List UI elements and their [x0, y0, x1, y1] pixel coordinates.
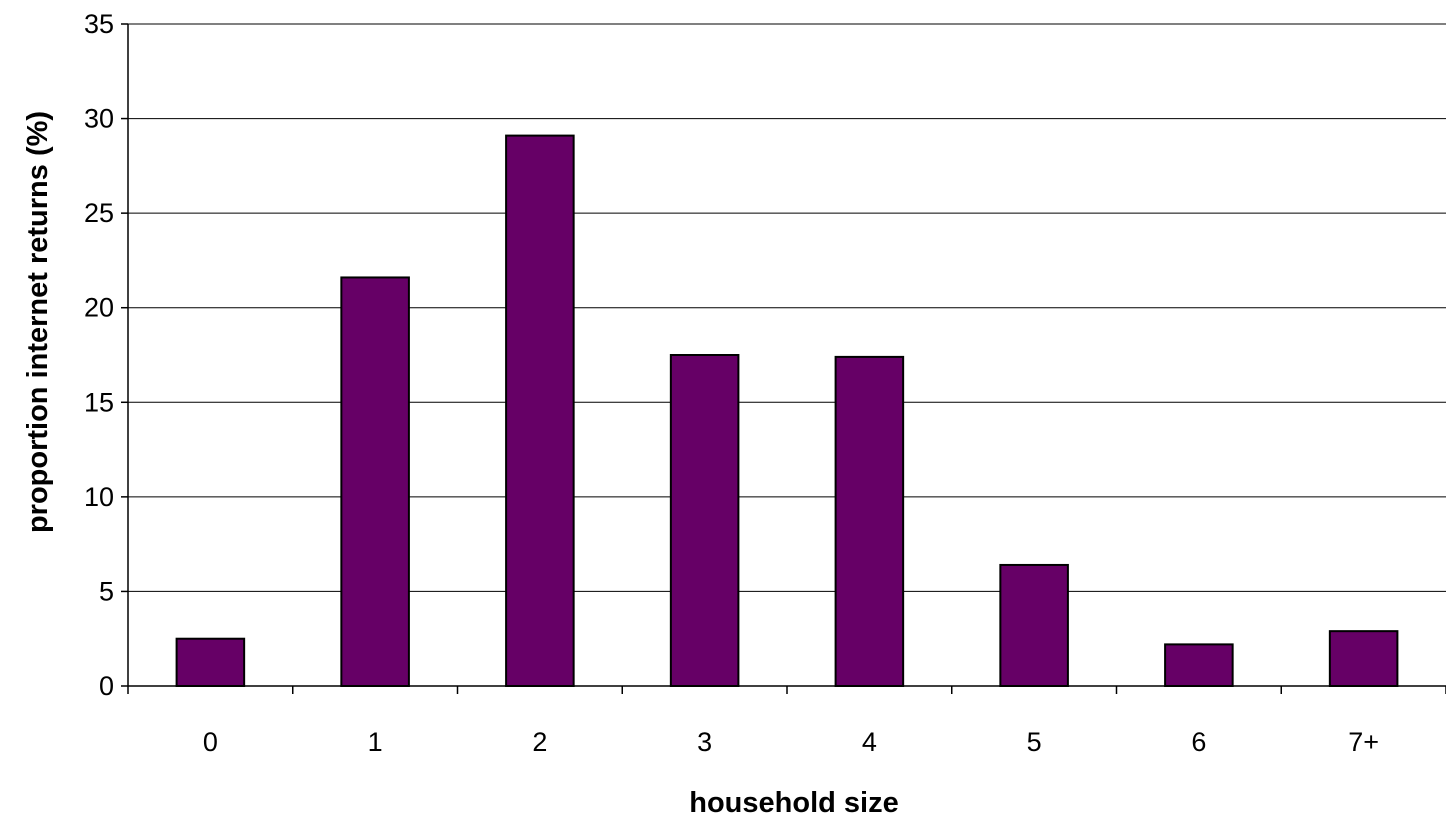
- y-tick-label: 35: [84, 9, 114, 39]
- y-axis-title: proportion internet returns (%): [22, 111, 54, 533]
- bar-6: [1164, 643, 1234, 687]
- bar-2: [505, 134, 575, 687]
- x-tick-label: 3: [697, 727, 712, 757]
- gridlines: [128, 23, 1446, 592]
- x-tick-label: 2: [532, 727, 547, 757]
- x-tick-label: 5: [1027, 727, 1042, 757]
- bar-3: [669, 354, 740, 687]
- tick-labels: 0 5 10 15 20 25 30 35 0 1 2 3 4 5 6 7+: [84, 9, 1379, 757]
- y-tick-label: 15: [84, 387, 114, 417]
- x-tick-label: 1: [368, 727, 383, 757]
- x-tick-label: 6: [1191, 727, 1206, 757]
- x-tick-label: 7+: [1348, 727, 1379, 757]
- bars: [175, 134, 1399, 688]
- x-tick-label: 0: [203, 727, 218, 757]
- bar-1: [340, 276, 410, 687]
- bar-5: [999, 563, 1069, 687]
- bar-0: [175, 637, 246, 688]
- y-tick-label: 10: [84, 482, 114, 512]
- axes: [121, 23, 1446, 694]
- y-tick-label: 5: [99, 576, 114, 606]
- bar-7+: [1328, 630, 1399, 687]
- y-tick-label: 30: [84, 104, 114, 134]
- y-tick-label: 0: [99, 671, 114, 701]
- x-axis-title: household size: [689, 787, 898, 816]
- y-tick-label: 25: [84, 198, 114, 228]
- bar-4: [834, 355, 905, 687]
- x-tick-label: 4: [862, 727, 877, 757]
- y-tick-label: 20: [84, 293, 114, 323]
